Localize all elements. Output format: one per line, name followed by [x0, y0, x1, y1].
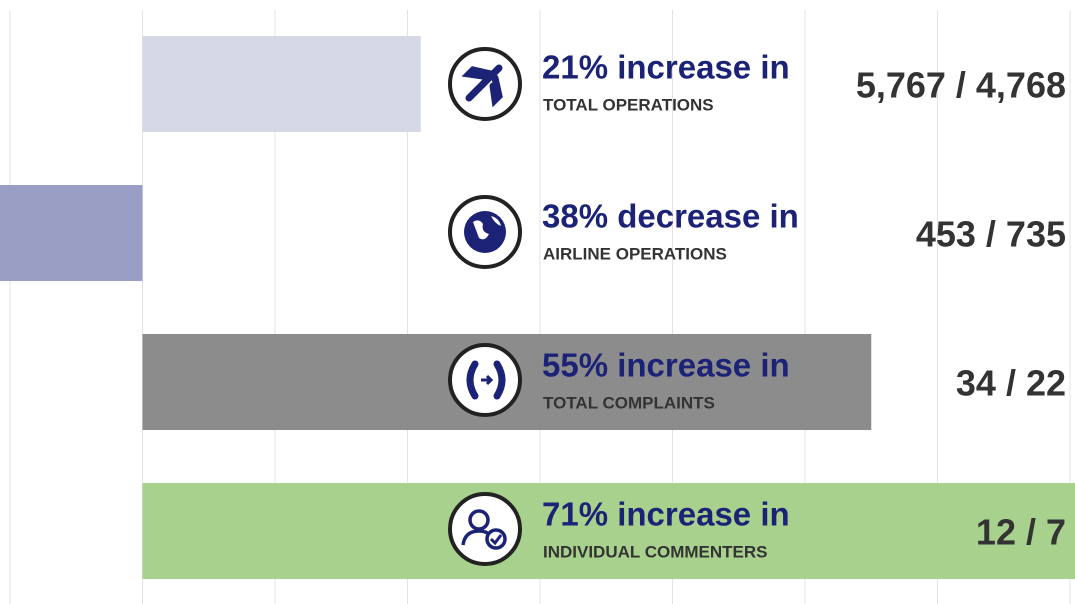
headline: 71% increase in — [542, 496, 790, 533]
headline: 55% increase in — [542, 347, 790, 384]
headline: 38% decrease in — [542, 198, 799, 235]
metric-name: TOTAL OPERATIONS — [543, 95, 714, 114]
metric-name: AIRLINE OPERATIONS — [543, 244, 727, 263]
comparison: 34 / 22 — [956, 363, 1066, 404]
labels: 21% increase in TOTAL OPERATIONS 5,767 / 4… — [542, 49, 1066, 562]
comparison: 5,767 / 4,768 — [856, 65, 1066, 106]
headline: 21% increase in — [542, 49, 790, 86]
plane-icon — [448, 47, 522, 121]
comparison: 453 / 735 — [916, 214, 1066, 255]
phone-icon — [448, 343, 522, 417]
globe-icon — [448, 195, 522, 269]
metric-name: TOTAL COMPLAINTS — [543, 393, 715, 412]
user-icon — [448, 492, 522, 566]
icons — [448, 47, 522, 566]
bar — [0, 185, 143, 281]
bar — [142, 483, 1075, 579]
bar — [142, 36, 421, 132]
metric-name: INDIVIDUAL COMMENTERS — [543, 542, 767, 561]
comparison: 12 / 7 — [976, 512, 1066, 553]
bars — [0, 36, 1075, 579]
